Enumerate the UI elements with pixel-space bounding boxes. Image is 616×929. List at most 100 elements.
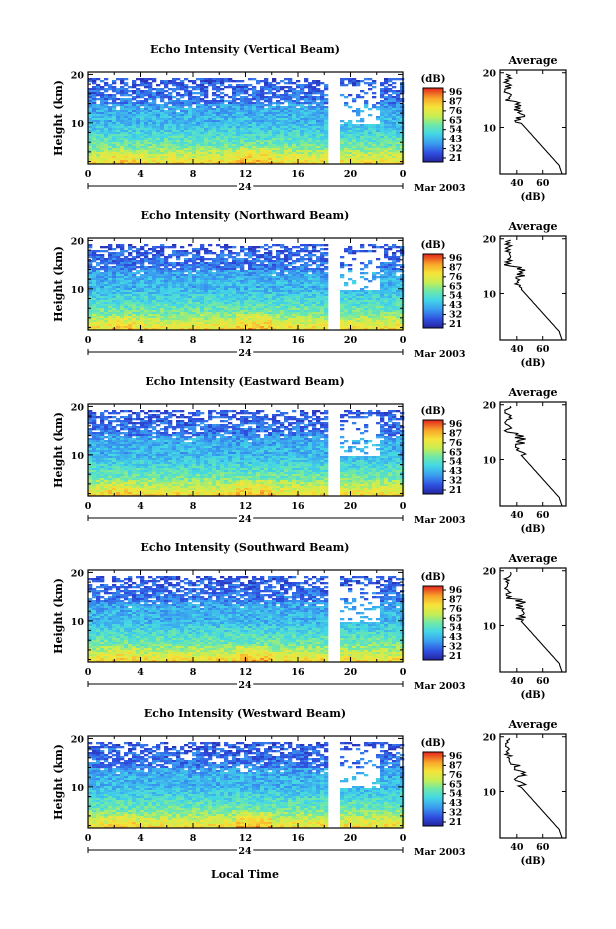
heat-cell xyxy=(160,326,165,329)
heat-cell xyxy=(392,154,397,157)
heat-cell xyxy=(372,104,377,107)
y-axis-label: Height (km) xyxy=(52,80,65,156)
heat-cell xyxy=(92,318,97,321)
heat-cell xyxy=(132,274,137,277)
heat-cell xyxy=(224,322,229,325)
heat-cell xyxy=(192,114,197,117)
heat-cell xyxy=(284,282,289,285)
heat-cell xyxy=(304,114,309,117)
heat-cell xyxy=(388,94,393,97)
heat-cell xyxy=(132,284,137,287)
heat-cell xyxy=(308,84,313,87)
x-tick-label: 8 xyxy=(190,169,197,180)
heat-cell xyxy=(352,132,357,135)
heat-cell xyxy=(92,102,97,105)
heat-cell xyxy=(128,266,133,269)
heat-cell xyxy=(288,88,293,91)
heat-cell xyxy=(304,132,309,135)
heat-cell xyxy=(288,294,293,297)
heat-cell xyxy=(172,110,177,113)
heat-cell xyxy=(216,146,221,149)
heat-cell xyxy=(244,118,249,121)
heat-cell xyxy=(176,86,181,89)
heat-cell xyxy=(92,162,97,165)
heat-cell xyxy=(116,126,121,129)
heat-cell xyxy=(140,282,145,285)
heat-cell xyxy=(212,118,217,121)
heat-cell xyxy=(204,268,209,271)
heat-cell xyxy=(224,254,229,257)
heat-cell xyxy=(248,124,253,127)
heat-cell xyxy=(232,328,237,331)
heat-cell xyxy=(268,138,273,141)
heat-cell xyxy=(100,256,105,259)
heat-cell xyxy=(136,304,141,307)
heat-cell xyxy=(132,90,137,93)
heat-cell xyxy=(372,132,377,135)
heat-cell xyxy=(264,124,269,127)
heat-cell xyxy=(320,90,325,93)
heat-cell xyxy=(104,146,109,149)
heat-cell xyxy=(196,278,201,281)
heat-cell xyxy=(216,158,221,161)
heat-cell xyxy=(228,326,233,329)
heat-cell xyxy=(176,144,181,147)
heat-cell xyxy=(212,282,217,285)
heat-cell xyxy=(292,322,297,325)
heat-cell xyxy=(380,106,385,109)
heat-cell xyxy=(396,134,401,137)
heat-cell xyxy=(356,140,361,143)
heat-cell xyxy=(176,326,181,329)
heat-cell xyxy=(320,92,325,95)
heat-cell xyxy=(196,114,201,117)
heat-cell xyxy=(148,142,153,145)
heat-cell xyxy=(296,260,301,263)
heat-cell xyxy=(100,100,105,103)
heat-cell xyxy=(316,102,321,105)
heat-cell xyxy=(188,320,193,323)
heat-cell xyxy=(380,134,385,137)
heat-cell xyxy=(280,148,285,151)
heat-cell xyxy=(256,124,261,127)
heat-cell xyxy=(116,312,121,315)
heat-cell xyxy=(208,314,213,317)
heat-cell xyxy=(88,148,93,151)
heat-cell xyxy=(184,296,189,299)
heat-cell xyxy=(184,138,189,141)
heat-cell xyxy=(312,92,317,95)
heat-cell xyxy=(240,314,245,317)
heat-cell xyxy=(172,82,177,85)
heat-cell xyxy=(136,278,141,281)
heat-cell xyxy=(292,156,297,159)
heat-cell xyxy=(104,266,109,269)
heat-cell xyxy=(148,94,153,97)
heat-cell xyxy=(316,80,321,83)
heat-cell xyxy=(324,98,329,101)
heat-cell xyxy=(92,130,97,133)
heat-cell xyxy=(176,120,181,123)
heat-cell xyxy=(160,290,165,293)
heat-cell xyxy=(200,260,205,263)
heat-cell xyxy=(88,314,93,317)
heat-cell xyxy=(324,148,329,151)
heat-cell xyxy=(280,274,285,277)
heat-cell xyxy=(224,134,229,137)
heat-cell xyxy=(276,320,281,323)
heat-cell xyxy=(316,156,321,159)
heat-cell xyxy=(260,98,265,101)
heat-cell xyxy=(128,302,133,305)
heat-cell xyxy=(188,160,193,163)
heat-cell xyxy=(164,154,169,157)
heat-cell xyxy=(356,144,361,147)
heat-cell xyxy=(232,264,237,267)
heat-cell xyxy=(200,118,205,121)
heat-cell xyxy=(176,312,181,315)
heat-cell xyxy=(280,296,285,299)
heat-cell xyxy=(248,128,253,131)
heat-cell xyxy=(148,106,153,109)
heat-cell xyxy=(300,84,305,87)
heat-cell xyxy=(288,298,293,301)
heat-cell xyxy=(196,148,201,151)
heat-cell xyxy=(216,276,221,279)
heat-cell xyxy=(92,306,97,309)
